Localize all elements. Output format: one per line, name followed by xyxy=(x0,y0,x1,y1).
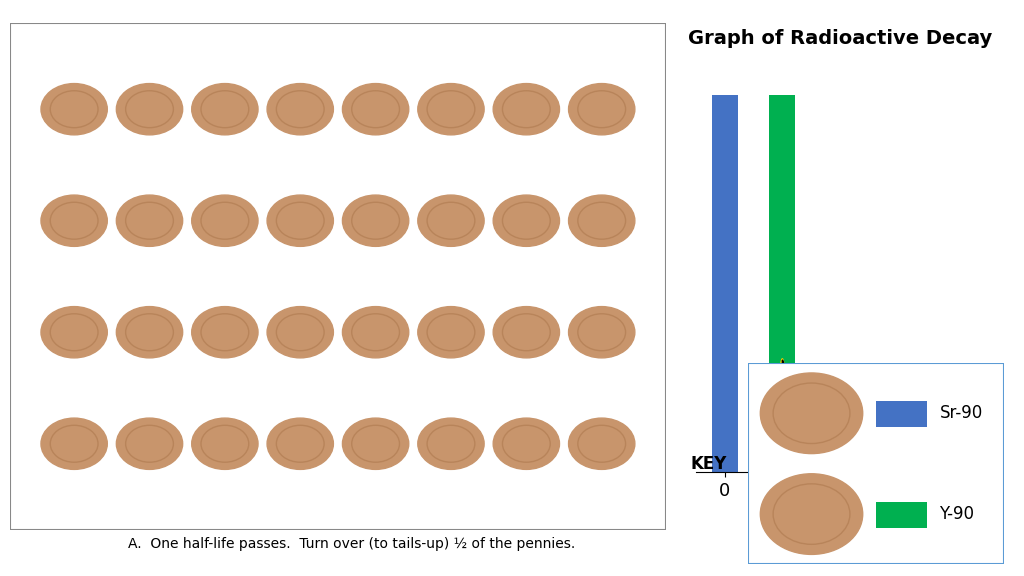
Circle shape xyxy=(781,397,783,404)
Circle shape xyxy=(418,306,484,358)
Circle shape xyxy=(41,195,108,247)
Circle shape xyxy=(494,306,559,358)
Wedge shape xyxy=(780,452,782,464)
Circle shape xyxy=(342,306,409,358)
Bar xyxy=(769,95,796,367)
Circle shape xyxy=(117,306,182,358)
Circle shape xyxy=(41,84,108,135)
Circle shape xyxy=(191,84,258,135)
Circle shape xyxy=(568,195,635,247)
Circle shape xyxy=(191,195,258,247)
Circle shape xyxy=(568,84,635,135)
Wedge shape xyxy=(780,395,782,407)
Text: Y-90: Y-90 xyxy=(940,505,975,523)
Circle shape xyxy=(267,306,334,358)
Circle shape xyxy=(267,84,334,135)
Wedge shape xyxy=(782,389,784,399)
Circle shape xyxy=(342,84,409,135)
Circle shape xyxy=(494,418,559,469)
Circle shape xyxy=(780,444,784,472)
Circle shape xyxy=(780,387,784,415)
Circle shape xyxy=(780,359,784,386)
Circle shape xyxy=(760,373,863,454)
Circle shape xyxy=(41,418,108,469)
Circle shape xyxy=(117,84,182,135)
Circle shape xyxy=(494,84,559,135)
Circle shape xyxy=(267,418,334,469)
Wedge shape xyxy=(782,431,784,442)
Circle shape xyxy=(780,416,784,443)
Wedge shape xyxy=(782,403,784,414)
Circle shape xyxy=(494,195,559,247)
Circle shape xyxy=(418,195,484,247)
Circle shape xyxy=(760,473,863,554)
Circle shape xyxy=(568,418,635,469)
FancyBboxPatch shape xyxy=(748,363,1004,564)
Circle shape xyxy=(191,418,258,469)
Text: A.  One half-life passes.  Turn over (to tails-up) ½ of the pennies.: A. One half-life passes. Turn over (to t… xyxy=(128,537,575,551)
Circle shape xyxy=(781,454,783,461)
Bar xyxy=(876,401,927,427)
Circle shape xyxy=(117,418,182,469)
X-axis label: (half-life): (half-life) xyxy=(799,506,881,524)
Circle shape xyxy=(781,426,783,433)
Title: Graph of Radioactive Decay: Graph of Radioactive Decay xyxy=(687,29,992,48)
Circle shape xyxy=(418,84,484,135)
Wedge shape xyxy=(782,460,784,471)
Wedge shape xyxy=(780,423,782,435)
Circle shape xyxy=(117,195,182,247)
Wedge shape xyxy=(782,360,784,371)
Wedge shape xyxy=(782,417,784,428)
FancyBboxPatch shape xyxy=(10,23,666,530)
Wedge shape xyxy=(780,366,782,378)
Bar xyxy=(876,502,927,528)
Text: Sr-90: Sr-90 xyxy=(940,404,983,422)
Circle shape xyxy=(418,418,484,469)
Circle shape xyxy=(342,195,409,247)
Bar xyxy=(712,95,738,472)
Wedge shape xyxy=(782,446,784,456)
Circle shape xyxy=(41,306,108,358)
Circle shape xyxy=(781,369,783,376)
Wedge shape xyxy=(782,374,784,385)
Text: KEY: KEY xyxy=(691,454,727,473)
Circle shape xyxy=(191,306,258,358)
Circle shape xyxy=(267,195,334,247)
Circle shape xyxy=(568,306,635,358)
Circle shape xyxy=(342,418,409,469)
